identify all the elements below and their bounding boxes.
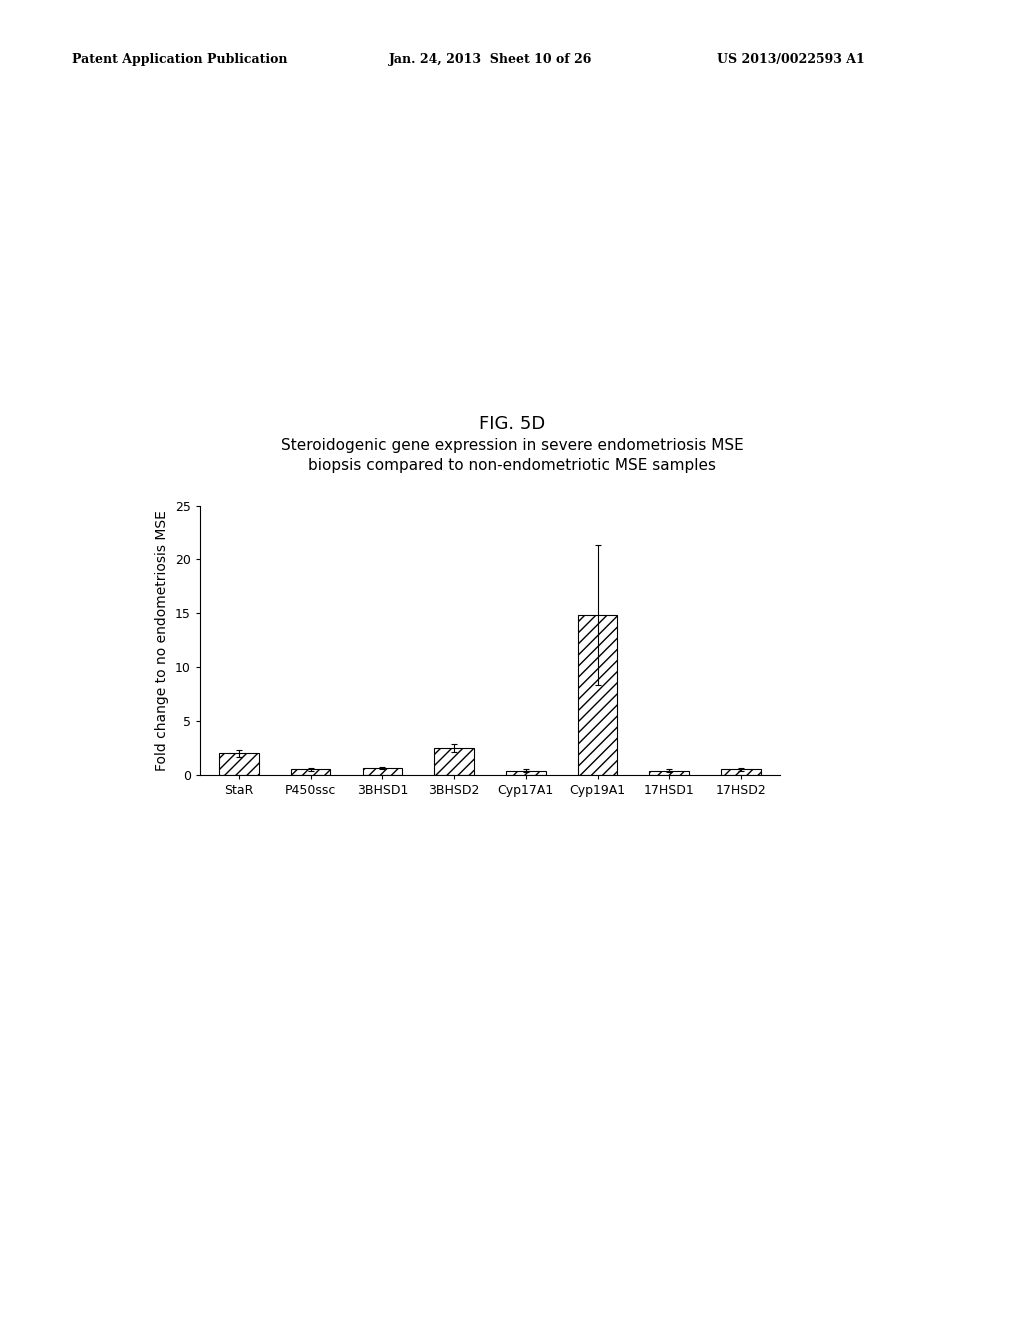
Bar	[578, 615, 617, 775]
Bar	[506, 771, 546, 775]
Bar	[291, 770, 331, 775]
Text: Patent Application Publication: Patent Application Publication	[72, 53, 287, 66]
Text: FIG. 5D: FIG. 5D	[479, 414, 545, 433]
Bar	[721, 770, 761, 775]
Text: US 2013/0022593 A1: US 2013/0022593 A1	[717, 53, 864, 66]
Bar	[649, 771, 689, 775]
Y-axis label: Fold change to no endometriosis MSE: Fold change to no endometriosis MSE	[156, 510, 169, 771]
Text: Jan. 24, 2013  Sheet 10 of 26: Jan. 24, 2013 Sheet 10 of 26	[389, 53, 593, 66]
Bar	[219, 754, 259, 775]
Bar	[362, 768, 402, 775]
Bar	[434, 748, 474, 775]
Text: Steroidogenic gene expression in severe endometriosis MSE
biopsis compared to no: Steroidogenic gene expression in severe …	[281, 438, 743, 473]
